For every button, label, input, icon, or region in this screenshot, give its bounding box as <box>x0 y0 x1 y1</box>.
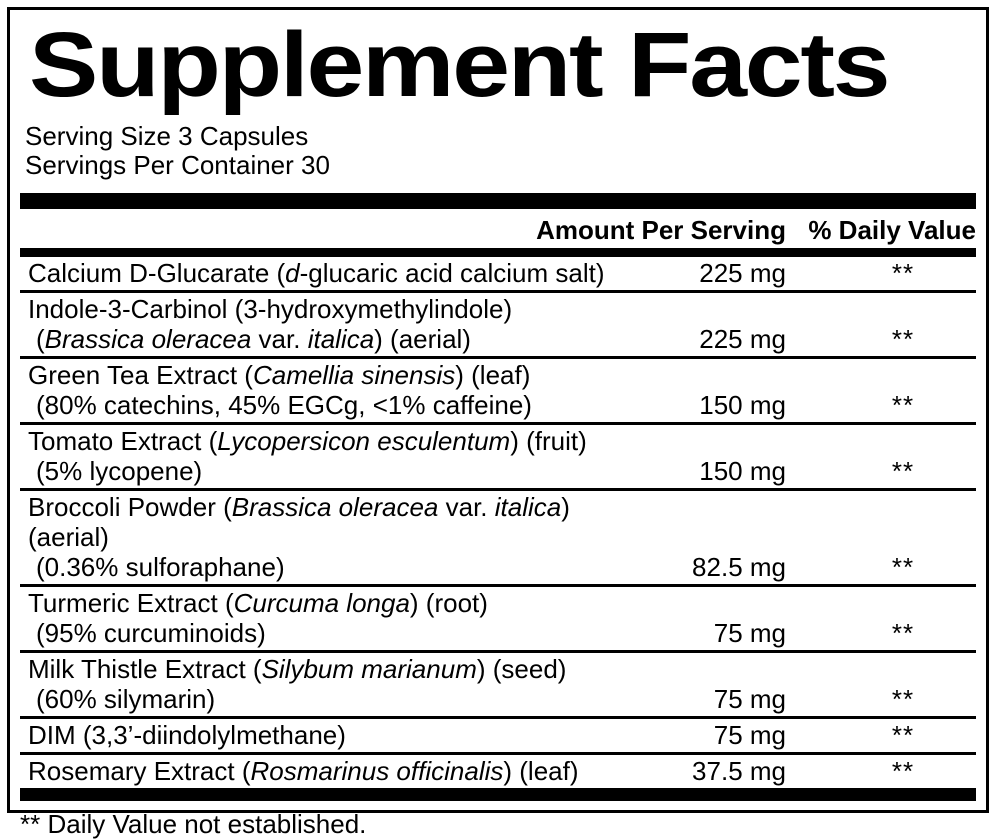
ingredient-amount: 150 mg <box>699 456 786 487</box>
ingredient-text: Tomato Extract ( <box>28 426 218 457</box>
ingredient-text: (80% catechins, 45% EGCg, <1% caffeine) <box>36 390 532 421</box>
ingredient-row: Turmeric Extract (Curcuma longa) (root)(… <box>20 587 976 654</box>
ingredient-name-line2: (5% lycopene) <box>28 456 656 486</box>
ingredient-daily-value: ** <box>891 324 915 355</box>
botanical-name: Camellia sinensis <box>252 360 456 391</box>
serving-size: Serving Size 3 Capsules <box>25 121 309 152</box>
ingredient-daily-value: ** <box>891 756 915 787</box>
ingredient-name-line2: (Brassica oleracea var. italica) (aerial… <box>28 324 656 354</box>
column-headers: Amount Per Serving % Daily Value <box>20 209 976 248</box>
ingredient-amount: 225 mg <box>699 324 786 355</box>
ingredient-daily-value: ** <box>891 456 915 487</box>
ingredient-text: (60% silymarin) <box>36 684 216 715</box>
servings-per-container: Servings Per Container 30 <box>25 150 330 181</box>
ingredient-text: ( <box>36 324 45 355</box>
daily-value-footnote: ** Daily Value not established. <box>20 809 367 839</box>
ingredient-text: Rosemary Extract ( <box>28 756 251 787</box>
bottom-separator-bar <box>20 788 976 802</box>
ingredient-text: Broccoli Powder ( <box>28 492 232 523</box>
ingredient-daily-value: ** <box>891 618 915 649</box>
ingredient-text: ) (leaf) <box>503 756 579 787</box>
ingredient-amount: 75 mg <box>713 720 786 751</box>
ingredient-row: Broccoli Powder (Brassica oleracea var. … <box>20 491 976 588</box>
botanical-name: italica <box>307 324 375 355</box>
ingredient-text: ) (aerial) <box>28 492 570 553</box>
ingredient-name-line1: Rosemary Extract (Rosmarinus officinalis… <box>28 756 656 786</box>
ingredient-amount: 37.5 mg <box>692 756 786 787</box>
ingredient-text: Milk Thistle Extract ( <box>28 654 262 685</box>
botanical-name: Brassica oleracea <box>44 324 252 355</box>
ingredient-row: Rosemary Extract (Rosmarinus officinalis… <box>20 755 976 788</box>
ingredient-name: Green Tea Extract (Camellia sinensis) (l… <box>20 360 656 420</box>
ingredient-amount: 150 mg <box>699 390 786 421</box>
ingredient-text: var. <box>251 324 308 355</box>
ingredient-name-line1: Turmeric Extract (Curcuma longa) (root) <box>28 588 656 618</box>
ingredients-table: Calcium D-Glucarate (d-glucaric acid cal… <box>20 257 976 788</box>
ingredient-name: Milk Thistle Extract (Silybum marianum) … <box>20 654 656 714</box>
daily-value-header: % Daily Value <box>808 215 976 246</box>
ingredient-text: Calcium D-Glucarate ( <box>28 258 286 289</box>
ingredient-daily-value: ** <box>891 684 915 715</box>
ingredient-daily-value: ** <box>891 390 915 421</box>
botanical-name: Brassica oleracea <box>231 492 439 523</box>
ingredient-name-line2: (80% catechins, 45% EGCg, <1% caffeine) <box>28 390 656 420</box>
supplement-facts-panel: Supplement Facts Serving Size 3 Capsules… <box>7 7 989 839</box>
ingredient-text: DIM (3,3’-diindolylmethane) <box>28 720 346 751</box>
ingredient-text: Indole-3-Carbinol (3-hydroxymethylindole… <box>28 294 513 325</box>
ingredient-name-line1: Green Tea Extract (Camellia sinensis) (l… <box>28 360 656 390</box>
ingredient-text: var. <box>438 492 495 523</box>
ingredient-text: ) (fruit) <box>510 426 587 457</box>
ingredient-name: DIM (3,3’-diindolylmethane) <box>20 720 656 750</box>
ingredient-row: Indole-3-Carbinol (3-hydroxymethylindole… <box>20 293 976 360</box>
ingredient-daily-value: ** <box>891 552 915 583</box>
ingredient-text: Green Tea Extract ( <box>28 360 253 391</box>
ingredient-name: Tomato Extract (Lycopersicon esculentum)… <box>20 426 656 486</box>
facts-title: Supplement Facts <box>29 14 891 116</box>
ingredient-row: Green Tea Extract (Camellia sinensis) (l… <box>20 359 976 426</box>
serving-info: Serving Size 3 Capsules Servings Per Con… <box>20 122 976 180</box>
ingredient-name-line1: Indole-3-Carbinol (3-hydroxymethylindole… <box>28 294 656 324</box>
ingredient-amount: 82.5 mg <box>692 552 786 583</box>
ingredient-name: Turmeric Extract (Curcuma longa) (root)(… <box>20 588 656 648</box>
ingredient-daily-value: ** <box>891 258 915 289</box>
ingredient-name-line2: (60% silymarin) <box>28 684 656 714</box>
ingredient-text: ) (root) <box>409 588 488 619</box>
ingredient-amount: 225 mg <box>699 258 786 289</box>
ingredient-text: ) (aerial) <box>374 324 471 355</box>
header-separator-bar <box>20 248 976 258</box>
ingredient-text: -glucaric acid calcium salt) <box>299 258 605 289</box>
ingredient-name-line1: Tomato Extract (Lycopersicon esculentum)… <box>28 426 656 456</box>
ingredient-name: Broccoli Powder (Brassica oleracea var. … <box>20 492 656 582</box>
ingredient-text: (0.36% sulforaphane) <box>36 552 285 583</box>
ingredient-name: Indole-3-Carbinol (3-hydroxymethylindole… <box>20 294 656 354</box>
ingredient-row: Calcium D-Glucarate (d-glucaric acid cal… <box>20 257 976 294</box>
botanical-name: Rosmarinus officinalis <box>250 756 504 787</box>
botanical-name: d <box>285 258 300 289</box>
botanical-name: Lycopersicon esculentum <box>217 426 511 457</box>
ingredient-row: Tomato Extract (Lycopersicon esculentum)… <box>20 425 976 492</box>
ingredient-daily-value: ** <box>891 720 915 751</box>
ingredient-text: Turmeric Extract ( <box>28 588 234 619</box>
amount-per-serving-header: Amount Per Serving <box>536 215 786 246</box>
ingredient-text: ) (seed) <box>476 654 567 685</box>
ingredient-row: DIM (3,3’-diindolylmethane) 75 mg ** <box>20 719 976 756</box>
ingredient-name-line1: Broccoli Powder (Brassica oleracea var. … <box>28 492 656 552</box>
ingredient-amount: 75 mg <box>713 618 786 649</box>
ingredient-text: (5% lycopene) <box>36 456 203 487</box>
ingredient-name-line2: (95% curcuminoids) <box>28 618 656 648</box>
botanical-name: Silybum marianum <box>261 654 477 685</box>
ingredient-name-line2: (0.36% sulforaphane) <box>28 552 656 582</box>
botanical-name: Curcuma longa <box>233 588 410 619</box>
ingredient-name-line1: Milk Thistle Extract (Silybum marianum) … <box>28 654 656 684</box>
ingredient-row: Milk Thistle Extract (Silybum marianum) … <box>20 653 976 720</box>
ingredient-name-line1: Calcium D-Glucarate (d-glucaric acid cal… <box>28 258 656 288</box>
ingredient-name-line1: DIM (3,3’-diindolylmethane) <box>28 720 656 750</box>
ingredient-name: Rosemary Extract (Rosmarinus officinalis… <box>20 756 656 786</box>
botanical-name: italica <box>494 492 562 523</box>
ingredient-name: Calcium D-Glucarate (d-glucaric acid cal… <box>20 258 656 288</box>
ingredient-amount: 75 mg <box>713 684 786 715</box>
ingredient-text: (95% curcuminoids) <box>36 618 266 649</box>
top-separator-bar <box>20 193 976 210</box>
ingredient-text: ) (leaf) <box>455 360 531 391</box>
